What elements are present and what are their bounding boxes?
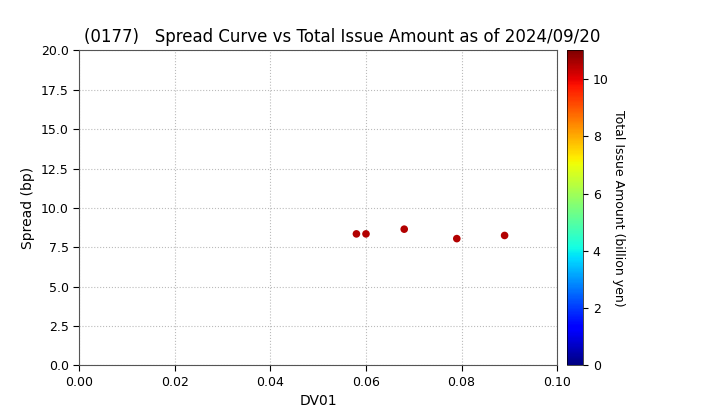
Point xyxy=(398,226,410,233)
Point xyxy=(351,231,362,237)
Point xyxy=(499,232,510,239)
Point xyxy=(360,231,372,237)
X-axis label: DV01: DV01 xyxy=(300,394,337,408)
Point xyxy=(451,235,462,242)
Text: (0177)   Spread Curve vs Total Issue Amount as of 2024/09/20: (0177) Spread Curve vs Total Issue Amoun… xyxy=(84,28,600,46)
Y-axis label: Total Issue Amount (billion yen): Total Issue Amount (billion yen) xyxy=(613,110,626,306)
Y-axis label: Spread (bp): Spread (bp) xyxy=(22,167,35,249)
